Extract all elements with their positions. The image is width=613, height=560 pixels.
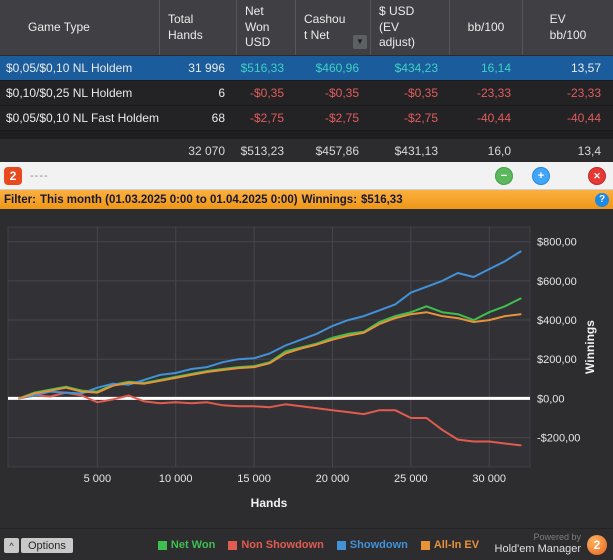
cell-usd-ev-adjust: -$0,35 bbox=[403, 86, 438, 100]
col-header-ev-bb100[interactable]: EV bb/100 bbox=[523, 0, 613, 55]
svg-text:$200,00: $200,00 bbox=[537, 354, 577, 366]
sort-dropdown-icon[interactable]: ▼ bbox=[353, 35, 367, 49]
col-header-ev-bb100-label: EV bb/100 bbox=[549, 11, 587, 42]
cell-total-hands: 68 bbox=[211, 111, 225, 125]
non-showdown-swatch-icon bbox=[228, 540, 238, 550]
cell-bb100: -23,33 bbox=[476, 86, 511, 100]
cell-total-label bbox=[0, 139, 160, 162]
filter-range-text: This month (01.03.2025 0:00 to 01.04.202… bbox=[39, 193, 298, 206]
cell-cashout-net: -$2,75 bbox=[324, 111, 359, 125]
filter-winnings-label: Winnings: bbox=[301, 193, 358, 206]
filter-winnings-value: $516,33 bbox=[361, 193, 403, 206]
col-header-game-type[interactable]: Game Type bbox=[0, 0, 160, 55]
table-row-nl-holdem-010-025[interactable]: $0,10/$0,25 NL Holdem 6 -$0,35 -$0,35 -$… bbox=[0, 81, 613, 106]
svg-text:$0,00: $0,00 bbox=[537, 393, 565, 405]
chart-legend: Net Won Non Showdown Showdown All-In EV bbox=[12, 529, 613, 560]
filter-label: Filter: bbox=[4, 193, 36, 206]
table-total-row: 32 070 $513,23 $457,86 $431,13 16,0 13,4 bbox=[0, 139, 613, 162]
svg-text:5 000: 5 000 bbox=[84, 473, 112, 485]
col-header-net-won-usd[interactable]: Net Won USD bbox=[237, 0, 296, 55]
col-header-net-won-usd-label: Net Won USD bbox=[245, 4, 271, 50]
table-row-nl-fast-holdem[interactable]: $0,05/$0,10 NL Fast Holdem 68 -$2,75 -$2… bbox=[0, 106, 613, 131]
svg-text:25 000: 25 000 bbox=[394, 473, 428, 485]
svg-text:Hands: Hands bbox=[251, 496, 288, 510]
all-in-ev-swatch-icon bbox=[420, 540, 430, 550]
chart-footer-bar: ^ Options Net Won Non Showdown Showdown … bbox=[0, 528, 613, 560]
cell-total-hands: 31 996 bbox=[188, 61, 225, 75]
add-button[interactable]: + bbox=[532, 167, 550, 185]
showdown-swatch-icon bbox=[336, 540, 346, 550]
cell-ev-bb100: -23,33 bbox=[566, 86, 601, 100]
legend-item-all-in-ev[interactable]: All-In EV bbox=[420, 539, 480, 551]
legend-item-non-showdown[interactable]: Non Showdown bbox=[228, 539, 324, 551]
legend-non-showdown-label: Non Showdown bbox=[241, 539, 324, 551]
brand-label: Hold'em Manager bbox=[494, 543, 581, 556]
winnings-chart: 5 000 10 000 15 000 20 000 25 000 30 000 $800,… bbox=[7, 226, 597, 510]
filter-bar[interactable]: Filter: This month (01.03.2025 0:00 to 0… bbox=[0, 190, 613, 209]
svg-text:10 000: 10 000 bbox=[159, 473, 193, 485]
col-header-bb100[interactable]: bb/100 bbox=[450, 0, 523, 55]
cell-ev-bb100: 13,57 bbox=[570, 61, 601, 75]
cell-total-usd-ev-adjust: $431,13 bbox=[394, 143, 438, 158]
table-row-nl-holdem-005-010[interactable]: $0,05/$0,10 NL Holdem 31 996 $516,33 $46… bbox=[0, 56, 613, 81]
cell-usd-ev-adjust: -$2,75 bbox=[403, 111, 438, 125]
col-header-bb100-label: bb/100 bbox=[467, 19, 505, 34]
cell-bb100: 16,14 bbox=[480, 61, 511, 75]
options-controls: ^ Options bbox=[4, 538, 73, 553]
cell-total-hands: 32 070 bbox=[188, 143, 225, 158]
svg-text:-$200,00: -$200,00 bbox=[537, 433, 580, 445]
cell-bb100: -40,44 bbox=[476, 111, 511, 125]
col-header-total-hands-label: Total Hands bbox=[168, 11, 203, 42]
svg-text:30 000: 30 000 bbox=[472, 473, 506, 485]
cell-game-type: $0,05/$0,10 NL Holdem bbox=[6, 61, 133, 75]
report-title: ---- bbox=[30, 169, 49, 182]
col-header-game-type-label: Game Type bbox=[28, 19, 90, 34]
cell-total-cashout-net: $457,86 bbox=[315, 143, 359, 158]
collapse-button[interactable]: − bbox=[495, 167, 513, 185]
cell-net-won-usd: -$2,75 bbox=[249, 111, 284, 125]
powered-by-block: Powered by Hold'em Manager bbox=[495, 532, 581, 557]
svg-text:20 000: 20 000 bbox=[316, 473, 350, 485]
net-won-swatch-icon bbox=[157, 540, 167, 550]
report-toolbar: 2 ---- − + ✕ bbox=[0, 162, 613, 190]
cell-net-won-usd: $516,33 bbox=[240, 61, 284, 75]
stats-table-header: Game Type Total Hands Net Won USD Cashou… bbox=[0, 0, 613, 56]
holdem-manager-logo-icon: 2 bbox=[587, 535, 607, 555]
cell-total-hands: 6 bbox=[218, 86, 225, 100]
cell-total-net-won-usd: $513,23 bbox=[240, 143, 284, 158]
svg-text:$600,00: $600,00 bbox=[537, 276, 577, 288]
cell-game-type: $0,10/$0,25 NL Holdem bbox=[6, 86, 133, 100]
cell-usd-ev-adjust: $434,23 bbox=[394, 61, 438, 75]
legend-net-won-label: Net Won bbox=[170, 539, 216, 551]
cell-game-type: $0,05/$0,10 NL Fast Holdem bbox=[6, 111, 159, 125]
col-header-usd-ev-adjust[interactable]: $ USD (EV adjust) bbox=[371, 0, 450, 55]
svg-text:$400,00: $400,00 bbox=[537, 315, 577, 327]
svg-text:$800,00: $800,00 bbox=[537, 237, 577, 249]
col-header-total-hands[interactable]: Total Hands bbox=[160, 0, 237, 55]
cell-total-ev-bb100: 13,4 bbox=[577, 143, 601, 158]
stats-table-body: $0,05/$0,10 NL Holdem 31 996 $516,33 $46… bbox=[0, 56, 613, 131]
legend-showdown-label: Showdown bbox=[349, 539, 408, 551]
col-header-usd-ev-adjust-label: $ USD (EV adjust) bbox=[379, 4, 416, 50]
cell-cashout-net: -$0,35 bbox=[324, 86, 359, 100]
cell-cashout-net: $460,96 bbox=[315, 61, 359, 75]
legend-all-in-ev-label: All-In EV bbox=[433, 539, 480, 551]
svg-text:Winnings: Winnings bbox=[583, 320, 597, 374]
winnings-chart-region: 5 000 10 000 15 000 20 000 25 000 30 000 $800,… bbox=[0, 209, 613, 528]
cell-ev-bb100: -40,44 bbox=[566, 111, 601, 125]
options-button[interactable]: Options bbox=[21, 538, 73, 553]
powered-by-label: Powered by bbox=[533, 532, 581, 542]
legend-item-showdown[interactable]: Showdown bbox=[336, 539, 408, 551]
help-icon[interactable]: ? bbox=[595, 192, 609, 207]
chevron-up-icon[interactable]: ^ bbox=[4, 538, 19, 553]
col-header-cashout-net[interactable]: Cashou t Net ▼ bbox=[296, 0, 371, 55]
col-header-cashout-net-label: Cashou t Net bbox=[304, 11, 346, 42]
svg-text:15 000: 15 000 bbox=[237, 473, 271, 485]
cell-total-bb100: 16,0 bbox=[487, 143, 511, 158]
close-button[interactable]: ✕ bbox=[588, 167, 606, 185]
cell-net-won-usd: -$0,35 bbox=[249, 86, 284, 100]
legend-item-net-won[interactable]: Net Won bbox=[157, 539, 216, 551]
hm2-logo-icon: 2 bbox=[4, 166, 22, 185]
